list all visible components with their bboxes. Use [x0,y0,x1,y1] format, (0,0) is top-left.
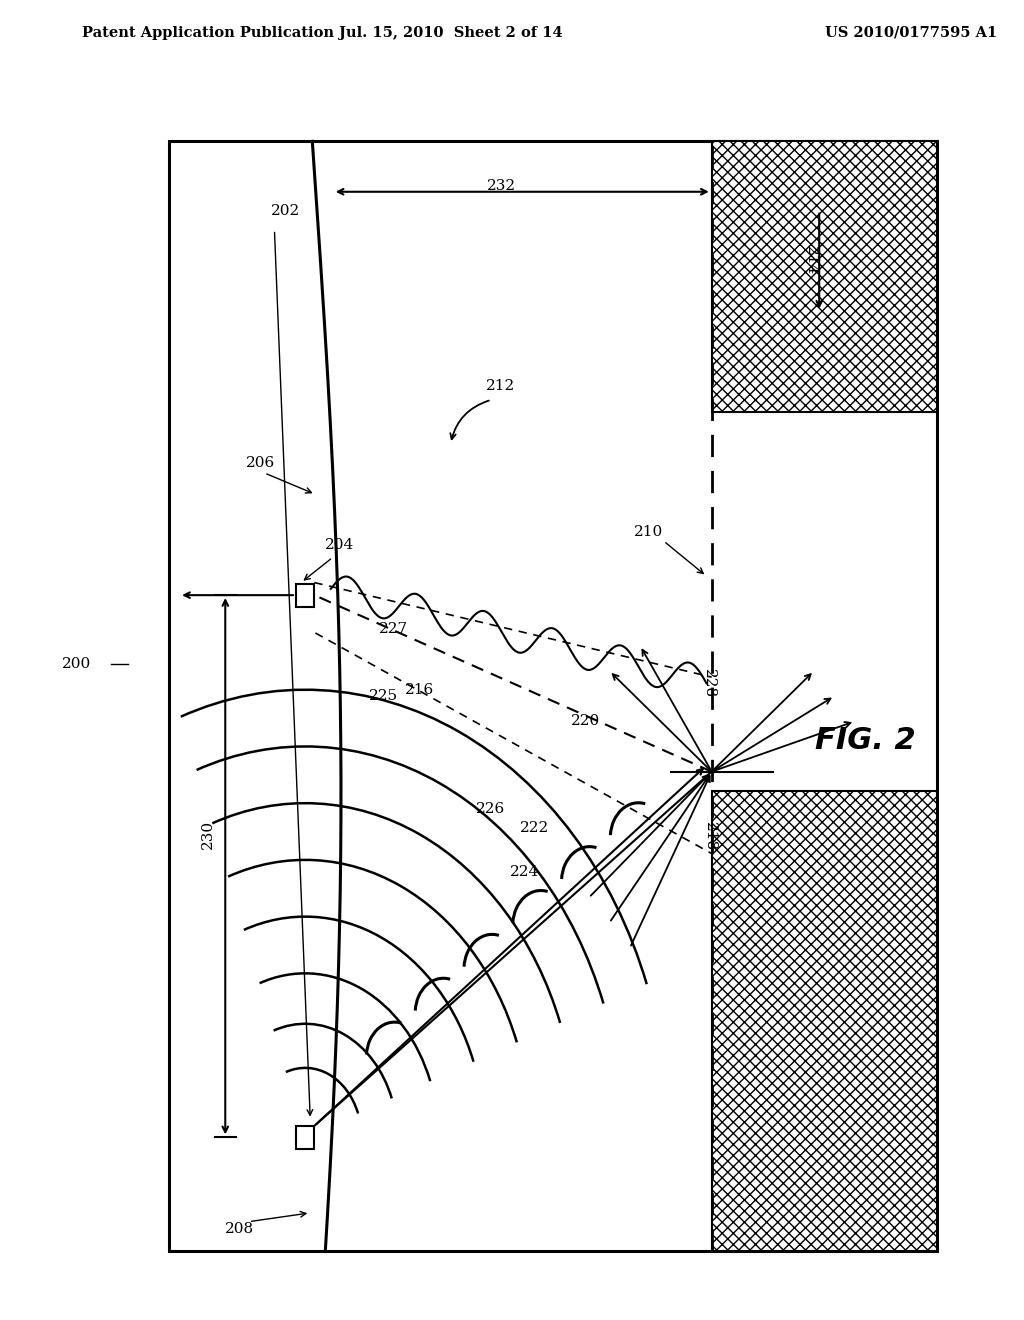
Bar [712,791,937,1250]
Text: 214: 214 [804,247,818,276]
Text: Jul. 15, 2010  Sheet 2 of 14: Jul. 15, 2010 Sheet 2 of 14 [339,25,562,40]
Text: FIG. 2: FIG. 2 [815,726,915,755]
Text: 200: 200 [62,657,91,672]
Bar [712,141,937,412]
Text: 225: 225 [369,689,397,704]
Text: 204: 204 [325,537,354,552]
Text: 224: 224 [510,866,540,879]
Text: 220: 220 [571,714,601,729]
Text: 230: 230 [201,820,215,849]
Text: 227: 227 [379,622,408,636]
Text: 226: 226 [476,803,506,817]
Text: US 2010/0177595 A1: US 2010/0177595 A1 [825,25,997,40]
Bar [296,583,314,606]
Text: 222: 222 [520,821,550,836]
Text: 208: 208 [225,1222,254,1237]
Text: 218: 218 [702,822,717,851]
Text: 228: 228 [701,669,716,698]
Text: 206: 206 [246,455,275,470]
Bar [169,141,937,1250]
Text: Patent Application Publication: Patent Application Publication [82,25,334,40]
Text: 212: 212 [486,379,516,393]
Text: 232: 232 [487,180,516,193]
Bar [296,1126,314,1148]
Text: 202: 202 [271,203,301,218]
Text: 216: 216 [404,682,434,697]
Text: 210: 210 [634,525,664,539]
